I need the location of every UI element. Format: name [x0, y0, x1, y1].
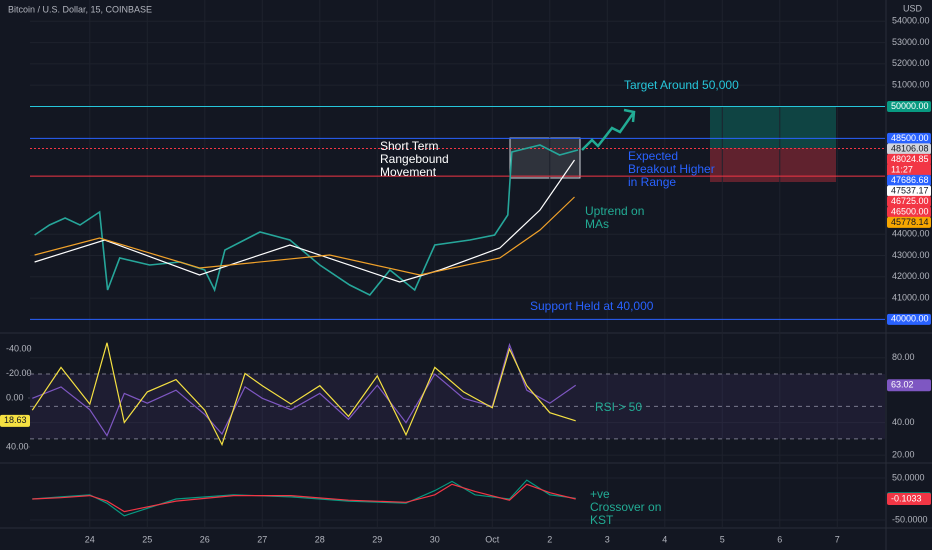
price-label-box — [887, 206, 931, 218]
price-label-box — [887, 185, 931, 197]
y-tick-label: 20.00 — [892, 450, 915, 460]
series-line — [32, 483, 576, 513]
y-tick-label: 41000.00 — [892, 292, 930, 302]
annotation: Target Around 50,000 — [624, 78, 739, 92]
last-value-box — [0, 414, 30, 427]
annotation: Uptrend on MAs — [585, 204, 644, 231]
price-label: 40000.00 — [891, 314, 929, 324]
price-label: 48500.00 — [891, 133, 929, 143]
series-line — [34, 144, 579, 297]
x-tick-label: 27 — [257, 534, 267, 544]
chart-title: Bitcoin / U.S. Dollar, 15, COINBASE — [8, 4, 152, 14]
annotation: RSI > 50 — [595, 400, 642, 414]
y-tick-label: 52000.00 — [892, 58, 930, 68]
y-tick-label: 40.00 — [892, 417, 915, 427]
y-unit: USD — [903, 3, 923, 13]
x-tick-label: 2 — [547, 534, 552, 544]
y-tick-label: 54000.00 — [892, 16, 930, 26]
y-tick-label: 51000.00 — [892, 80, 930, 90]
price-label-box — [887, 100, 931, 112]
price-label: 48024.85 — [891, 154, 929, 164]
price-label: 47686.68 — [891, 175, 929, 185]
x-tick-label: 25 — [142, 534, 152, 544]
price-label: 47537.17 — [891, 185, 929, 195]
series-line — [34, 159, 575, 283]
target-zone — [710, 106, 836, 148]
y2-tick-label: -40.00 — [6, 343, 32, 353]
series-line — [32, 479, 576, 517]
y-tick-label: 53000.00 — [892, 37, 930, 47]
annotation: Support Held at 40,000 — [530, 299, 654, 313]
y-tick-label: 44000.00 — [892, 229, 930, 239]
breakout-arrow — [581, 108, 636, 151]
back-layer — [509, 106, 836, 182]
annotation: Expected Breakout Higher in Range — [628, 149, 715, 189]
y-tick-label: 50.0000 — [892, 472, 925, 482]
x-tick-label: 30 — [430, 534, 440, 544]
price-label: 50000.00 — [891, 101, 929, 111]
y-tick-label: 42000.00 — [892, 271, 930, 281]
last-value-box — [887, 379, 931, 392]
y-tick-label: 80.00 — [892, 352, 915, 362]
price-label-box — [887, 313, 931, 325]
price-label-box — [887, 174, 931, 186]
last-value-box — [887, 493, 931, 506]
x-tick-label: 29 — [372, 534, 382, 544]
price-label: 48106.08 — [891, 143, 929, 153]
price-label-box — [887, 216, 931, 228]
y2-tick-label: -20.00 — [6, 368, 32, 378]
countdown: 11:27 — [891, 164, 913, 174]
x-tick-label: 28 — [315, 534, 325, 544]
x-tick-label: 3 — [605, 534, 610, 544]
last-value-label: -0.1033 — [891, 493, 922, 503]
x-tick-label: Oct — [485, 534, 500, 544]
y2-tick-label: 40.00 — [6, 441, 29, 451]
last-value-label: 63.02 — [891, 380, 914, 390]
rsi-band — [30, 373, 885, 439]
x-tick-label: 5 — [720, 534, 725, 544]
x-tick-label: 6 — [777, 534, 782, 544]
price-label-box — [887, 153, 931, 165]
y2-tick-label: 0.00 — [6, 392, 24, 402]
x-tick-label: 24 — [85, 534, 95, 544]
countdown-box — [887, 164, 931, 176]
annotation: Short Term Rangebound Movement — [380, 139, 449, 179]
series-line — [34, 196, 575, 276]
x-tick-label: 4 — [662, 534, 667, 544]
price-label: 46725.00 — [891, 196, 929, 206]
y-tick-label: -50.0000 — [892, 514, 928, 524]
last-value-label: 18.63 — [4, 415, 27, 425]
y-tick-label: 43000.00 — [892, 250, 930, 260]
price-label-box — [887, 195, 931, 207]
series-line — [32, 342, 577, 437]
annotation: +ve Crossover on KST — [590, 487, 661, 527]
series-line — [31, 342, 576, 447]
annotation-layer: Bitcoin / U.S. Dollar, 15, COINBASE USD … — [8, 3, 923, 527]
range-box — [509, 137, 581, 179]
x-tick-label: 7 — [835, 534, 840, 544]
x-tick-label: 26 — [200, 534, 210, 544]
price-label-box — [887, 143, 931, 155]
stop-zone — [710, 148, 836, 182]
price-label-box — [887, 132, 931, 144]
price-label: 45778.14 — [891, 217, 929, 227]
price-label: 46500.00 — [891, 206, 929, 216]
